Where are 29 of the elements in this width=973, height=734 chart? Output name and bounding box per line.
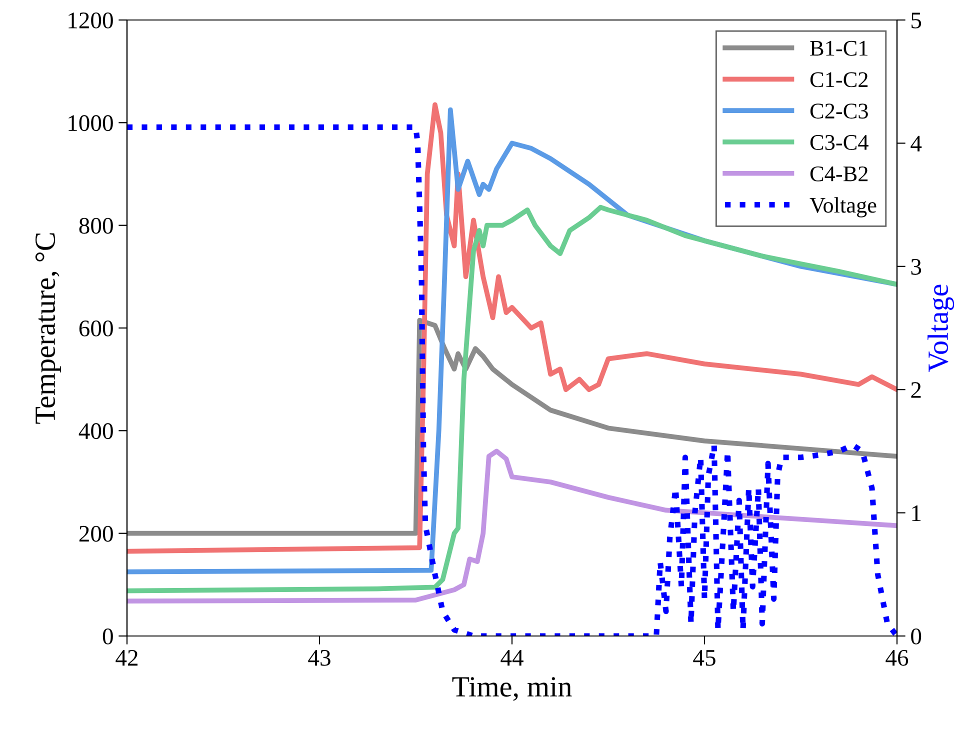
x-tick-label: 45 (693, 650, 716, 666)
y-tick-label: 1000 (68, 115, 113, 132)
y2-tick-label: 4 (910, 136, 922, 152)
x-tick-label: 46 (886, 650, 908, 666)
y-tick-label: 600 (79, 320, 113, 336)
y2-tick-label: 5 (912, 12, 922, 28)
legend-label: C3-C4 (810, 135, 868, 150)
y2-tick-label: 0 (911, 628, 922, 644)
legend-label: C4-B2 (810, 166, 868, 182)
legend-label: C1-C2 (810, 72, 868, 88)
line-series (127, 448, 897, 604)
y2-axis-title: Voltage (928, 284, 954, 372)
legend-label: C2-C3 (810, 104, 868, 119)
y2-tick-label: 2 (911, 382, 921, 398)
x-axis-title: Time, min (452, 677, 572, 701)
x-tick-label: 43 (308, 650, 330, 666)
y-tick-label: 800 (79, 218, 113, 234)
legend-label: B1-C1 (810, 40, 868, 56)
y2-tick-label: 1 (912, 505, 921, 521)
x-tick-label: 42 (116, 650, 138, 666)
line-series (127, 318, 897, 536)
y2-tick-label: 3 (911, 258, 922, 275)
y-tick-label: 1200 (68, 12, 113, 28)
x-tick-label: 44 (500, 650, 524, 666)
y-axis-title: Temperature, °C (35, 233, 62, 424)
y-tick-label: 200 (79, 526, 113, 542)
legend-label: Voltage (810, 197, 876, 218)
y-tick-label: 400 (78, 423, 113, 440)
y-tick-label: 0 (102, 628, 113, 644)
